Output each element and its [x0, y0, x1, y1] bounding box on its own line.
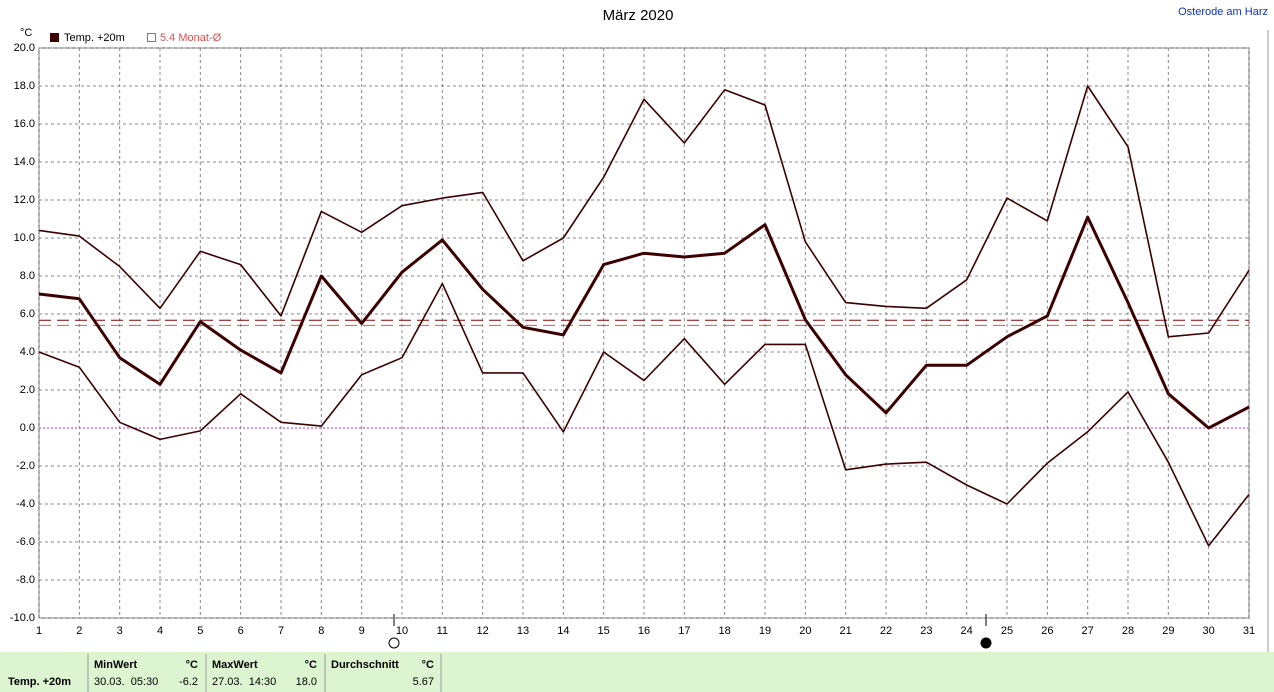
x-tick-label: 14 [557, 625, 569, 637]
series-line [38, 215, 1250, 430]
avg-unit: °C [422, 659, 434, 671]
x-tick-label: 24 [961, 625, 973, 637]
y-tick-label: 6.0 [20, 308, 35, 320]
x-tick-label: 17 [678, 625, 690, 637]
x-tick-label: 7 [278, 625, 284, 637]
x-tick-label: 18 [719, 625, 731, 637]
y-tick-label: -8.0 [16, 574, 35, 586]
chart-title: März 2020 [603, 7, 674, 24]
x-tick-label: 29 [1162, 625, 1174, 637]
y-tick-label: -10.0 [10, 612, 35, 624]
y-axis-unit: °C [20, 27, 32, 39]
y-tick-label: 16.0 [14, 118, 35, 130]
min-time: 30.03. 05:30 [94, 676, 158, 688]
location: Osterode am Harz [1178, 6, 1268, 18]
y-tick-label: -4.0 [16, 498, 35, 510]
y-tick-label: 18.0 [14, 80, 35, 92]
x-tick-label: 10 [396, 625, 408, 637]
x-tick-label: 19 [759, 625, 771, 637]
y-tick-label: 14.0 [14, 156, 35, 168]
max-title: MaxWert [212, 659, 258, 671]
y-tick-label: 8.0 [20, 270, 35, 282]
footer-label: Temp. +20m [8, 676, 71, 688]
avg-title: Durchschnitt [331, 659, 399, 671]
x-tick-label: 12 [477, 625, 489, 637]
x-tick-label: 5 [197, 625, 203, 637]
footer-bg [0, 652, 1274, 692]
y-tick-label: 20.0 [14, 42, 35, 54]
series-line [38, 282, 1250, 547]
y-tick-label: 4.0 [20, 346, 35, 358]
legend-label: 5.4 Monat-Ø [160, 32, 222, 44]
y-tick-label: -2.0 [16, 460, 35, 472]
x-tick-label: 27 [1082, 625, 1094, 637]
min-unit: °C [186, 659, 198, 671]
x-tick-label: 9 [359, 625, 365, 637]
y-tick-label: 0.0 [20, 422, 35, 434]
min-value: -6.2 [179, 676, 198, 688]
y-tick-label: 10.0 [14, 232, 35, 244]
series-line [38, 85, 1250, 338]
max-unit: °C [305, 659, 317, 671]
x-tick-label: 25 [1001, 625, 1013, 637]
footer: Temp. +20m MinWert °C 30.03. 05:30 -6.2 … [0, 652, 1274, 692]
legend-swatch [50, 33, 59, 42]
x-tick-label: 28 [1122, 625, 1134, 637]
x-tick-label: 22 [880, 625, 892, 637]
x-tick-label: 6 [238, 625, 244, 637]
min-title: MinWert [94, 659, 138, 671]
new-moon-icon [980, 637, 992, 649]
full-moon-icon [388, 637, 400, 649]
x-tick-label: 2 [76, 625, 82, 637]
x-tick-label: 23 [920, 625, 932, 637]
x-tick-label: 30 [1203, 625, 1215, 637]
y-tick-label: 2.0 [20, 384, 35, 396]
x-tick-label: 11 [437, 625, 448, 637]
x-tick-label: 16 [638, 625, 650, 637]
x-tick-label: 4 [157, 625, 163, 637]
x-tick-label: 20 [799, 625, 811, 637]
x-tick-label: 3 [117, 625, 123, 637]
legend: Temp. +20m 5.4 Monat-Ø [50, 32, 222, 44]
x-tick-label: 15 [598, 625, 610, 637]
x-tick-label: 8 [318, 625, 324, 637]
legend-swatch [147, 33, 156, 42]
max-time: 27.03. 14:30 [212, 676, 276, 688]
y-tick-label: -6.0 [16, 536, 35, 548]
x-tick-label: 26 [1041, 625, 1053, 637]
x-tick-label: 31 [1243, 625, 1255, 637]
y-tick-label: 12.0 [14, 194, 35, 206]
x-tick-label: 13 [517, 625, 529, 637]
avg-value: 5.67 [413, 676, 434, 688]
legend-label: Temp. +20m [64, 32, 125, 44]
x-tick-label: 1 [36, 625, 42, 637]
x-tick-label: 21 [840, 625, 852, 637]
max-value: 18.0 [296, 676, 317, 688]
